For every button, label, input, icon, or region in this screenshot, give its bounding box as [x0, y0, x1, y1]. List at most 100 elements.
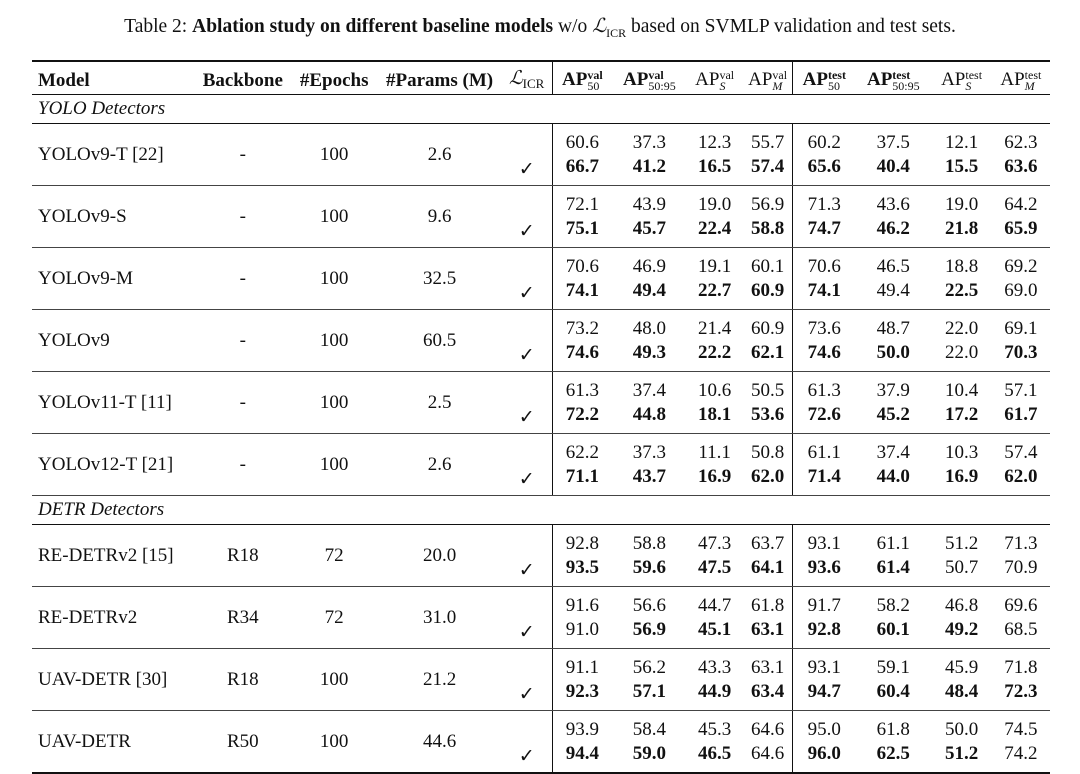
baseline-value: 91.7 [807, 594, 841, 616]
epochs-cell: 100 [291, 123, 378, 186]
metric-cell: 58.8 59.6 [612, 524, 687, 587]
metric-cell: 61.8 62.5 [855, 710, 932, 774]
backbone-cell: R50 [194, 710, 291, 774]
epochs-cell: 100 [291, 433, 378, 496]
metric-cell: 64.6 64.6 [742, 710, 793, 774]
baseline-value: 48.0 [632, 317, 666, 339]
section-header-row: DETR Detectors [32, 495, 1050, 525]
baseline-value: 62.2 [565, 441, 599, 463]
header-params: #Params (M) [377, 60, 502, 95]
baseline-value: 63.7 [750, 532, 785, 554]
caption-suffix: based on SVMLP validation and test sets. [626, 16, 956, 37]
header-apm-val: AP val M [742, 60, 793, 95]
icr-value: 44.8 [632, 403, 666, 425]
icr-value: 70.3 [1004, 341, 1038, 363]
params-cell: 2.6 [377, 433, 502, 496]
baseline-value: 93.9 [565, 718, 599, 740]
baseline-value: 50.8 [750, 441, 785, 463]
table-row: YOLOv9-S -100 9.6 ✓ 72.1 75.1 43.9 45.7 19.0 22.4… [32, 185, 1050, 248]
model-name-cell: YOLOv9-M [32, 247, 195, 310]
icr-value: 47.5 [698, 556, 732, 578]
metric-cell: 93.1 94.7 [792, 648, 856, 711]
table-row: YOLOv9-T [22] -100 2.6 ✓ 60.6 66.7 37.3 41.2 12.… [32, 123, 1050, 186]
check-mark-icon: ✓ [518, 345, 535, 366]
icr-value: 66.7 [565, 155, 599, 177]
icr-value: 60.4 [876, 680, 910, 702]
icr-value: 57.1 [632, 680, 666, 702]
baseline-value: 63.1 [750, 656, 785, 678]
backbone-cell: R18 [194, 648, 291, 711]
params-cell: 20.0 [377, 524, 502, 587]
backbone-cell: R34 [194, 586, 291, 649]
check-mark-icon: ✓ [518, 469, 535, 490]
metric-cell: 56.6 56.9 [612, 586, 687, 649]
baseline-value: 61.8 [750, 594, 785, 616]
icr-value: 62.5 [876, 742, 910, 764]
icr-value: 74.6 [565, 341, 599, 363]
baseline-value: 61.1 [876, 532, 910, 554]
icr-value: 44.9 [698, 680, 732, 702]
model-name-cell: YOLOv12-T [21] [32, 433, 195, 496]
metric-cell: 91.7 92.8 [792, 586, 856, 649]
icr-value: 16.5 [698, 155, 732, 177]
baseline-value: 93.1 [807, 656, 841, 678]
section-title: YOLO Detectors [32, 94, 1050, 124]
icr-value: 59.0 [632, 742, 666, 764]
metric-cell: 43.9 45.7 [612, 185, 687, 248]
model-name-cell: RE-DETRv2 [32, 586, 195, 649]
baseline-value: 92.8 [565, 532, 599, 554]
model-name-cell: YOLOv9-S [32, 185, 195, 248]
caption-prefix: Table 2: [124, 16, 193, 37]
icr-value: 70.9 [1004, 556, 1038, 578]
baseline-value: 46.9 [632, 255, 666, 277]
params-cell: 2.6 [377, 123, 502, 186]
metric-cell: 60.2 65.6 [792, 123, 856, 186]
icr-value: 63.4 [750, 680, 785, 702]
epochs-cell: 100 [291, 371, 378, 434]
baseline-value: 74.5 [1004, 718, 1038, 740]
icr-value: 43.7 [632, 465, 666, 487]
icr-value: 58.8 [750, 217, 785, 239]
metric-cell: 91.1 92.3 [551, 648, 613, 711]
baseline-value: 56.6 [632, 594, 666, 616]
section-title: DETR Detectors [32, 495, 1050, 525]
epochs-cell: 100 [291, 247, 378, 310]
header-ap50-val: AP val 50 [551, 60, 613, 95]
metric-cell: 62.2 71.1 [551, 433, 613, 496]
metric-cell: 12.1 15.5 [931, 123, 992, 186]
metric-cell: 43.6 46.2 [855, 185, 932, 248]
caption-loss-sub: ICR [606, 25, 627, 40]
icr-value: 15.5 [944, 155, 979, 177]
header-apm-test: AP test M [991, 60, 1050, 95]
icr-value: 22.7 [698, 279, 732, 301]
baseline-value: 95.0 [807, 718, 841, 740]
metric-cell: 19.0 22.4 [686, 185, 743, 248]
baseline-value: 69.6 [1004, 594, 1038, 616]
icr-value: 22.4 [698, 217, 732, 239]
baseline-value: 57.1 [1004, 379, 1038, 401]
icr-value: 44.0 [876, 465, 910, 487]
baseline-value: 58.4 [632, 718, 666, 740]
metric-cell: 60.9 62.1 [742, 309, 793, 372]
icr-value: 65.6 [807, 155, 841, 177]
baseline-value: 69.1 [1004, 317, 1038, 339]
header-ap50-test: AP test 50 [792, 60, 856, 95]
baseline-value: 71.3 [1004, 532, 1038, 554]
icr-check-cell: ✓ [501, 185, 552, 248]
baseline-value: 61.3 [565, 379, 599, 401]
icr-value: 93.5 [565, 556, 599, 578]
metric-cell: 70.6 74.1 [551, 247, 613, 310]
baseline-value: 19.1 [698, 255, 732, 277]
params-cell: 31.0 [377, 586, 502, 649]
baseline-value: 64.2 [1004, 193, 1038, 215]
backbone-cell: - [194, 247, 291, 310]
baseline-value: 43.6 [876, 193, 910, 215]
baseline-value: 21.4 [698, 317, 732, 339]
icr-check-cell: ✓ [501, 123, 552, 186]
table-row: RE-DETRv2 R34 72 31.0 ✓ 91.6 91.0 56.6 56.9 44.7 4… [32, 586, 1050, 649]
metric-cell: 73.6 74.6 [792, 309, 856, 372]
icr-value: 60.1 [876, 618, 910, 640]
baseline-value: 37.9 [876, 379, 910, 401]
metric-cell: 46.9 49.4 [612, 247, 687, 310]
icr-value: 92.3 [565, 680, 599, 702]
